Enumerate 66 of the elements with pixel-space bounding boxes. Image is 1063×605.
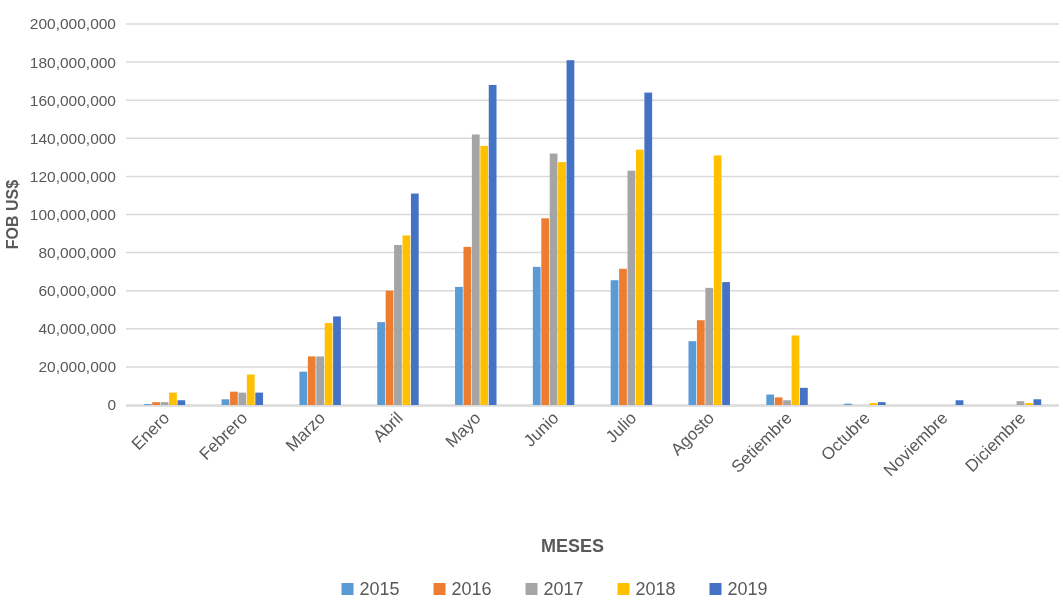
bar	[1016, 401, 1025, 405]
bar	[221, 399, 230, 405]
bar	[774, 397, 783, 405]
y-tick-label: 0	[107, 396, 117, 414]
bar	[238, 392, 247, 405]
y-tick-label: 80,000,000	[38, 244, 117, 262]
bar	[1033, 399, 1042, 405]
y-tick-label: 100,000,000	[29, 205, 117, 223]
bar	[566, 60, 575, 405]
bar	[394, 244, 402, 405]
bar	[377, 322, 385, 405]
y-tick-label: 200,000,000	[29, 15, 117, 33]
y-tick-label: 60,000,000	[38, 282, 117, 300]
legend-label: 2015	[359, 579, 400, 599]
bar	[463, 246, 472, 405]
bar	[619, 268, 627, 405]
y-tick-label: 20,000,000	[38, 358, 117, 376]
bar	[169, 392, 177, 405]
bar	[385, 290, 394, 405]
bar	[246, 374, 255, 405]
legend-label: 2017	[543, 579, 584, 599]
bar	[402, 235, 411, 405]
bar	[333, 316, 341, 405]
bar	[549, 153, 558, 405]
bar	[705, 287, 714, 405]
bar	[696, 320, 705, 405]
bar	[307, 356, 316, 405]
bar	[722, 282, 730, 405]
y-tick-label: 140,000,000	[29, 129, 117, 147]
legend-label: 2018	[635, 579, 676, 599]
y-tick-label: 180,000,000	[29, 53, 117, 71]
bar	[800, 387, 808, 405]
bar	[255, 392, 264, 405]
bar	[688, 341, 697, 405]
bar	[177, 400, 186, 405]
bar	[713, 155, 722, 405]
bar	[791, 335, 800, 405]
bar	[610, 280, 619, 405]
bar	[488, 84, 497, 405]
bar	[644, 92, 653, 405]
bar	[558, 162, 566, 405]
bar	[152, 402, 160, 405]
bar	[541, 218, 550, 405]
legend-label: 2019	[727, 579, 768, 599]
bar	[160, 402, 169, 405]
bar	[471, 134, 480, 405]
y-axis-title: FOB US$	[4, 179, 21, 250]
bar	[766, 394, 775, 405]
bar	[299, 371, 308, 405]
bar	[955, 400, 964, 405]
legend-label: 2016	[451, 579, 492, 599]
bar	[480, 145, 489, 405]
y-tick-label: 160,000,000	[29, 91, 117, 109]
bar	[455, 286, 463, 405]
bar	[877, 402, 886, 405]
bar	[316, 356, 325, 405]
bar	[230, 391, 238, 405]
bar	[635, 149, 644, 405]
bar	[783, 400, 791, 405]
bar	[410, 193, 419, 405]
y-tick-label: 40,000,000	[38, 320, 117, 338]
bar	[532, 266, 541, 405]
x-axis-title: MESES	[540, 536, 605, 556]
bar	[627, 170, 636, 405]
bar	[324, 323, 333, 405]
y-tick-label: 120,000,000	[29, 167, 117, 185]
